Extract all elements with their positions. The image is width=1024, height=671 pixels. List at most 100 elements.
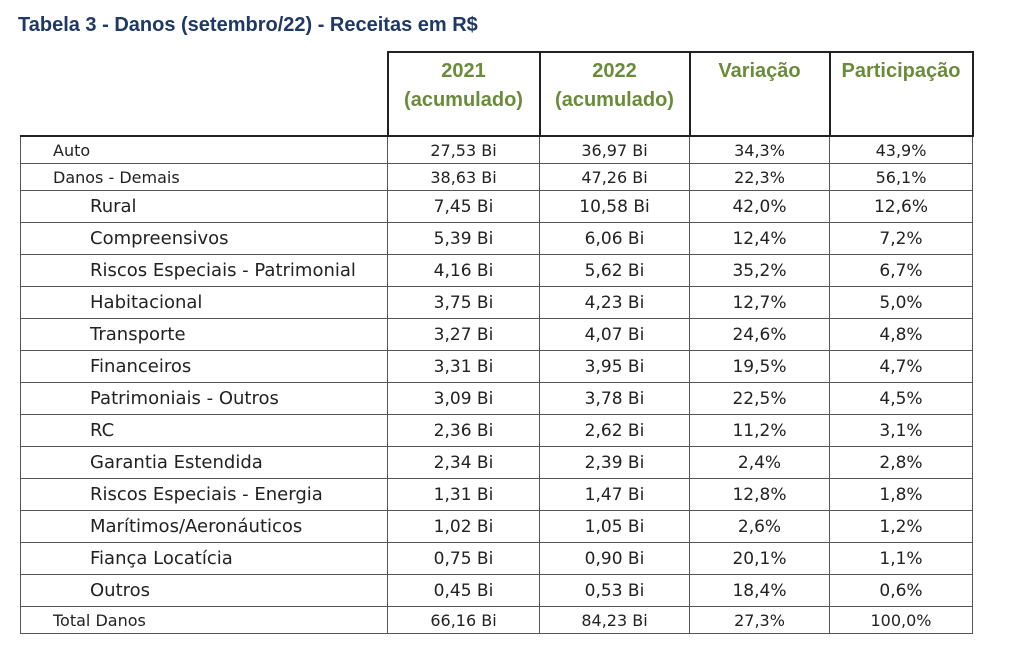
value-participacao: 1,1% bbox=[829, 542, 973, 575]
value-participacao: 43,9% bbox=[829, 135, 973, 164]
row-label: Marítimos/Aeronáuticos bbox=[20, 510, 388, 543]
header-2021: 2021 (acumulado) bbox=[386, 51, 541, 136]
row-label: Rural bbox=[20, 190, 388, 223]
value-2021: 1,02 Bi bbox=[387, 510, 540, 543]
row-label: Financeiros bbox=[20, 350, 388, 383]
value-2021: 4,16 Bi bbox=[387, 254, 540, 287]
value-2021: 5,39 Bi bbox=[387, 222, 540, 255]
table-row: Riscos Especiais - Energia 1,31 Bi 1,47 … bbox=[20, 478, 973, 511]
value-2021: 27,53 Bi bbox=[387, 135, 540, 164]
value-participacao: 0,6% bbox=[829, 574, 973, 607]
value-2022: 84,23 Bi bbox=[539, 606, 690, 634]
table-row: Garantia Estendida 2,34 Bi 2,39 Bi 2,4% … bbox=[20, 446, 973, 479]
value-2022: 5,62 Bi bbox=[539, 254, 690, 287]
value-participacao: 4,8% bbox=[829, 318, 973, 351]
table-row: Financeiros 3,31 Bi 3,95 Bi 19,5% 4,7% bbox=[20, 350, 973, 383]
value-variacao: 12,4% bbox=[689, 222, 830, 255]
header-2021-sub: (acumulado) bbox=[404, 89, 523, 111]
table-title: Tabela 3 - Danos (setembro/22) - Receita… bbox=[18, 14, 478, 36]
row-label: Total Danos bbox=[20, 606, 388, 634]
value-participacao: 1,8% bbox=[829, 478, 973, 511]
value-2022: 36,97 Bi bbox=[539, 135, 690, 164]
table-row: Auto 27,53 Bi 36,97 Bi 34,3% 43,9% bbox=[20, 135, 973, 164]
row-label: Danos - Demais bbox=[20, 163, 388, 191]
value-2022: 6,06 Bi bbox=[539, 222, 690, 255]
value-2022: 2,62 Bi bbox=[539, 414, 690, 447]
value-variacao: 22,5% bbox=[689, 382, 830, 415]
total-row: Total Danos 66,16 Bi 84,23 Bi 27,3% 100,… bbox=[20, 606, 973, 634]
value-variacao: 2,6% bbox=[689, 510, 830, 543]
value-2022: 3,78 Bi bbox=[539, 382, 690, 415]
header-variacao: Variação bbox=[688, 51, 831, 136]
value-2021: 7,45 Bi bbox=[387, 190, 540, 223]
table-row: Compreensivos 5,39 Bi 6,06 Bi 12,4% 7,2% bbox=[20, 222, 973, 255]
value-variacao: 34,3% bbox=[689, 135, 830, 164]
row-label: Riscos Especiais - Energia bbox=[20, 478, 388, 511]
value-2022: 10,58 Bi bbox=[539, 190, 690, 223]
value-2021: 0,75 Bi bbox=[387, 542, 540, 575]
value-participacao: 100,0% bbox=[829, 606, 973, 634]
row-label: RC bbox=[20, 414, 388, 447]
header-row: 2021 (acumulado) 2022 (acumulado) Variaç… bbox=[20, 51, 974, 136]
value-2021: 3,09 Bi bbox=[387, 382, 540, 415]
table-row: Fiança Locatícia 0,75 Bi 0,90 Bi 20,1% 1… bbox=[20, 542, 973, 575]
value-variacao: 12,8% bbox=[689, 478, 830, 511]
row-label: Compreensivos bbox=[20, 222, 388, 255]
table-row: Danos - Demais 38,63 Bi 47,26 Bi 22,3% 5… bbox=[20, 163, 973, 191]
row-label: Auto bbox=[20, 135, 388, 164]
value-participacao: 4,5% bbox=[829, 382, 973, 415]
value-2021: 38,63 Bi bbox=[387, 163, 540, 191]
value-variacao: 27,3% bbox=[689, 606, 830, 634]
value-2022: 4,07 Bi bbox=[539, 318, 690, 351]
value-2022: 3,95 Bi bbox=[539, 350, 690, 383]
table-row: Marítimos/Aeronáuticos 1,02 Bi 1,05 Bi 2… bbox=[20, 510, 973, 543]
value-variacao: 20,1% bbox=[689, 542, 830, 575]
header-blank bbox=[21, 52, 388, 136]
danos-table: 2021 (acumulado) 2022 (acumulado) Variaç… bbox=[20, 51, 974, 634]
value-participacao: 3,1% bbox=[829, 414, 973, 447]
value-variacao: 18,4% bbox=[689, 574, 830, 607]
value-2022: 0,90 Bi bbox=[539, 542, 690, 575]
value-participacao: 1,2% bbox=[829, 510, 973, 543]
table-row: Transporte 3,27 Bi 4,07 Bi 24,6% 4,8% bbox=[20, 318, 973, 351]
row-label: Habitacional bbox=[20, 286, 388, 319]
value-2021: 66,16 Bi bbox=[387, 606, 540, 634]
value-variacao: 42,0% bbox=[689, 190, 830, 223]
table-row: Riscos Especiais - Patrimonial 4,16 Bi 5… bbox=[20, 254, 973, 287]
header-participacao: Participação bbox=[828, 51, 974, 136]
value-participacao: 5,0% bbox=[829, 286, 973, 319]
value-participacao: 7,2% bbox=[829, 222, 973, 255]
value-2021: 2,36 Bi bbox=[387, 414, 540, 447]
row-label: Transporte bbox=[20, 318, 388, 351]
table-row: Outros 0,45 Bi 0,53 Bi 18,4% 0,6% bbox=[20, 574, 973, 607]
value-2021: 3,75 Bi bbox=[387, 286, 540, 319]
row-label: Fiança Locatícia bbox=[20, 542, 388, 575]
row-label: Patrimoniais - Outros bbox=[20, 382, 388, 415]
header-2022-year: 2022 bbox=[592, 60, 637, 82]
value-participacao: 12,6% bbox=[829, 190, 973, 223]
value-variacao: 12,7% bbox=[689, 286, 830, 319]
value-2022: 1,05 Bi bbox=[539, 510, 690, 543]
value-variacao: 11,2% bbox=[689, 414, 830, 447]
value-participacao: 6,7% bbox=[829, 254, 973, 287]
value-participacao: 2,8% bbox=[829, 446, 973, 479]
value-variacao: 22,3% bbox=[689, 163, 830, 191]
value-participacao: 4,7% bbox=[829, 350, 973, 383]
value-2022: 4,23 Bi bbox=[539, 286, 690, 319]
value-variacao: 19,5% bbox=[689, 350, 830, 383]
value-2022: 1,47 Bi bbox=[539, 478, 690, 511]
value-participacao: 56,1% bbox=[829, 163, 973, 191]
row-label: Outros bbox=[20, 574, 388, 607]
value-variacao: 24,6% bbox=[689, 318, 830, 351]
header-2022: 2022 (acumulado) bbox=[538, 51, 691, 136]
header-2022-sub: (acumulado) bbox=[555, 89, 674, 111]
header-2021-year: 2021 bbox=[441, 60, 486, 82]
value-2022: 47,26 Bi bbox=[539, 163, 690, 191]
table-row: Habitacional 3,75 Bi 4,23 Bi 12,7% 5,0% bbox=[20, 286, 973, 319]
table-row: RC 2,36 Bi 2,62 Bi 11,2% 3,1% bbox=[20, 414, 973, 447]
table-row: Patrimoniais - Outros 3,09 Bi 3,78 Bi 22… bbox=[20, 382, 973, 415]
row-label: Garantia Estendida bbox=[20, 446, 388, 479]
value-2021: 3,27 Bi bbox=[387, 318, 540, 351]
value-2021: 2,34 Bi bbox=[387, 446, 540, 479]
table-row: Rural 7,45 Bi 10,58 Bi 42,0% 12,6% bbox=[20, 190, 973, 223]
